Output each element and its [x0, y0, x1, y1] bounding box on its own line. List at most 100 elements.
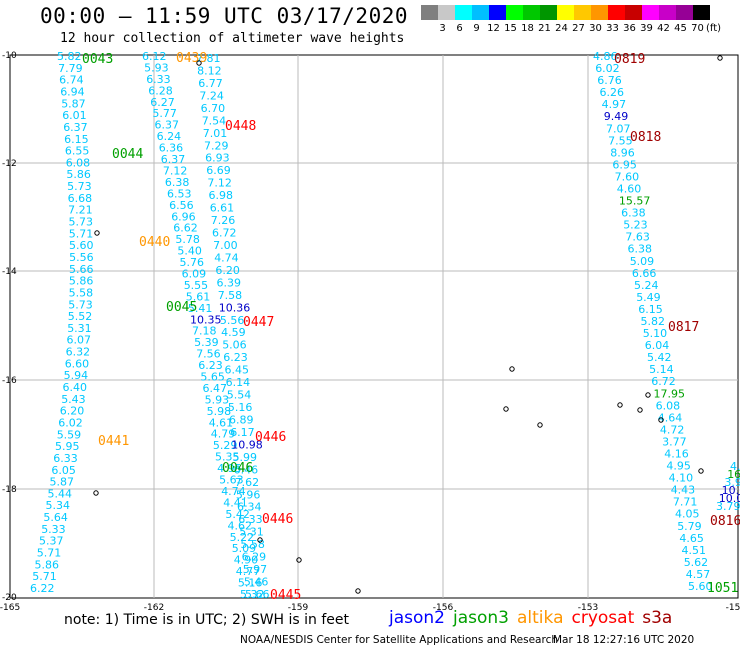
swh-value-label: 5.62	[684, 556, 709, 569]
island-outline	[717, 55, 723, 61]
swh-value-label: 6.12	[142, 50, 167, 63]
swh-value-label: 5.14	[649, 363, 674, 376]
swh-value-label: 6.39	[217, 276, 242, 289]
scale-swatch	[455, 5, 472, 20]
swh-value-label: 6.56	[169, 199, 194, 212]
scale-tick-label: 24	[555, 23, 568, 34]
swh-value-label: 6.68	[68, 192, 93, 205]
swh-value-label: 6.55	[65, 145, 90, 158]
swh-value-label: 6.46	[234, 463, 259, 476]
swh-value-label: 6.37	[63, 121, 87, 134]
scale-tick-label: 18	[521, 23, 534, 34]
scale-tick-label: 33	[606, 23, 619, 34]
swh-value-label: 5.73	[67, 180, 92, 193]
scale-swatch	[438, 5, 455, 20]
swh-value-label: 5.61	[186, 290, 211, 303]
scale-swatch	[540, 5, 557, 20]
longitude-tick-label: -15	[726, 603, 740, 613]
scale-tick-label: 21	[538, 23, 551, 34]
swh-value-label: 5.87	[61, 97, 85, 110]
swh-value-label: 6.66	[632, 267, 657, 280]
swh-value-label: 5.58	[240, 538, 265, 551]
swh-value-label: 6.15	[64, 133, 89, 146]
scale-tick-label: 6	[456, 23, 463, 34]
swh-value-label: 5.73	[68, 298, 93, 311]
swh-value-label: 5.09	[630, 255, 655, 268]
swh-value-label: 5.55	[184, 279, 209, 292]
swh-value-label: 4.72	[660, 423, 685, 436]
scale-swatch	[676, 5, 693, 20]
swh-value-label: 5.78	[175, 233, 200, 246]
swh-value-label: 6.02	[58, 417, 83, 430]
pass-number-label: 0446	[255, 430, 286, 445]
swh-value-label: 5.37	[39, 535, 64, 548]
island-outline	[503, 406, 509, 412]
swh-value-label: 6.28	[148, 84, 173, 97]
swh-value-label: 3.79	[716, 500, 740, 513]
longitude-tick-label: -159	[288, 603, 309, 613]
swh-value-label: 6.69	[206, 164, 231, 177]
swh-value-label: 5.86	[35, 558, 60, 571]
latitude-tick-label: -14	[2, 267, 17, 277]
island-outline	[509, 366, 515, 372]
swh-value-label: 3.92	[724, 476, 740, 489]
swh-value-label: 7.81	[196, 52, 221, 65]
swh-value-label: 5.46	[244, 576, 269, 589]
map-title: 00:00 – 11:59 UTC 03/17/2020	[40, 4, 409, 28]
scale-swatch	[421, 5, 438, 20]
swh-value-label: 6.08	[66, 156, 91, 169]
pass-number-label: 1051	[707, 581, 738, 596]
swh-value-label: 6.17	[230, 426, 255, 439]
swh-value-label: 10.68	[722, 484, 740, 497]
swh-value-label: 6.74	[59, 74, 84, 87]
swh-value-label: 5.23	[623, 219, 648, 232]
swh-value-label: 6.23	[198, 359, 223, 372]
scale-swatch	[693, 5, 710, 20]
swh-value-label: 4.99	[730, 460, 740, 473]
pass-number-label: 0445	[270, 588, 301, 603]
swh-value-label: 6.89	[229, 414, 254, 427]
swh-value-label: 6.37	[155, 119, 180, 132]
scale-swatch	[472, 5, 489, 20]
swh-value-label: 5.24	[634, 279, 659, 292]
units-note: note: 1) Time is in UTC; 2) SWH is in fe…	[64, 612, 350, 628]
swh-value-label: 5.10	[643, 327, 668, 340]
swh-value-label: 16.91	[727, 468, 740, 481]
swh-value-label: 10.00	[719, 492, 740, 505]
pass-number-label: 0045	[166, 300, 197, 315]
scale-swatch	[489, 5, 506, 20]
swh-value-label: 6.95	[612, 158, 637, 171]
legend-item-jason2: jason2	[389, 608, 445, 628]
swh-value-label: 4.57	[686, 568, 711, 581]
swh-value-label: 6.29	[242, 551, 267, 564]
swh-value-label: 6.22	[30, 582, 55, 595]
swh-value-label: 5.09	[232, 542, 257, 555]
swh-value-label: 7.79	[58, 62, 83, 75]
swh-value-label: 5.42	[225, 508, 250, 521]
swh-value-label: 6.33	[146, 73, 171, 86]
swh-value-label: 5.71	[32, 570, 57, 583]
island-outline	[537, 422, 543, 428]
swh-value-label: 5.65	[200, 371, 225, 384]
swh-value-label: 5.99	[233, 451, 258, 464]
swh-value-label: 7.24	[199, 89, 224, 102]
scale-tick-label: 36	[623, 23, 636, 34]
swh-value-label: 6.20	[215, 264, 240, 277]
swh-value-label: 5.43	[61, 393, 85, 406]
swh-value-label: 6.36	[159, 142, 184, 155]
swh-value-label: 5.31	[239, 526, 263, 539]
swh-value-label: 5.93	[205, 393, 230, 406]
island-outline	[94, 230, 100, 236]
island-outline	[296, 557, 302, 563]
swh-value-label: 4.74	[221, 485, 246, 498]
scale-tick-label: 30	[589, 23, 602, 34]
legend-item-s3a: s3a	[642, 608, 673, 628]
scale-swatch	[608, 5, 625, 20]
swh-value-label: 5.66	[245, 588, 270, 601]
swh-value-label: 5.31	[67, 322, 92, 335]
swh-value-label: 6.40	[63, 381, 88, 394]
scale-swatch	[557, 5, 574, 20]
swh-value-label: 5.32	[240, 588, 265, 601]
pass-number-label: 0044	[112, 147, 143, 162]
